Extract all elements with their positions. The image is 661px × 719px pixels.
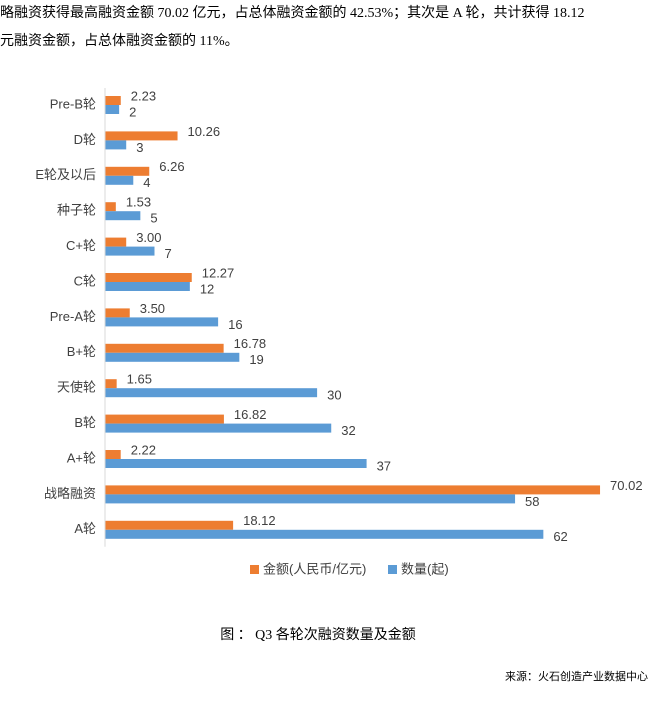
value-label: 2.22 (131, 442, 156, 457)
bar (105, 105, 120, 114)
bar (105, 459, 367, 468)
bar (105, 423, 332, 433)
bar (105, 494, 516, 504)
value-label: 16.82 (234, 407, 267, 422)
value-label: 12 (200, 281, 214, 296)
value-label: 37 (377, 458, 391, 473)
category-label: 种子轮 (57, 203, 96, 218)
value-label: 4 (143, 175, 150, 190)
chart: Pre-B轮 2.232 D轮 10.26 3 E轮及以后 6.26 4 种子轮 1.535 C+轮… (35, 88, 643, 576)
category-label: C轮 (74, 273, 96, 288)
legend-swatch (250, 565, 259, 574)
bar (105, 414, 224, 424)
bar (105, 211, 141, 221)
value-label: 3 (136, 140, 143, 155)
bar (105, 237, 127, 247)
bar (105, 246, 155, 256)
bar (105, 529, 544, 539)
bar (105, 140, 127, 150)
bar (105, 131, 178, 141)
value-label: 7 (164, 246, 171, 261)
category-label: B轮 (74, 415, 96, 430)
bar (105, 96, 121, 105)
bar (105, 317, 219, 327)
value-label: 6.26 (159, 159, 184, 174)
category-label: D轮 (74, 132, 96, 147)
bar (105, 308, 130, 318)
value-label: 19 (249, 352, 263, 367)
legend-label: 数量(起) (401, 561, 449, 576)
value-label: 32 (341, 423, 355, 438)
category-label: B+轮 (67, 344, 96, 359)
bar (105, 202, 116, 212)
category-label: 天使轮 (57, 380, 96, 395)
bar (105, 273, 192, 282)
value-label: 1.53 (126, 195, 151, 210)
value-label: 1.65 (127, 372, 152, 387)
category-label: A+轮 (67, 450, 96, 465)
value-label: 2.23 (131, 88, 156, 103)
bar (105, 388, 318, 398)
value-label: 30 (327, 388, 341, 403)
bar (105, 379, 117, 389)
category-label: 战略融资 (44, 486, 96, 501)
bar (105, 166, 150, 176)
category-label: E轮及以后 (35, 167, 96, 182)
category-label: Pre-B轮 (50, 96, 96, 111)
intro-line: 元融资金额，占总体融资金额的 11%。 (0, 33, 239, 49)
value-label: 70.02 (610, 478, 643, 493)
category-label: C+轮 (66, 238, 96, 253)
value-label: 62 (553, 529, 567, 544)
value-label: 16 (228, 317, 242, 332)
caption: 图 ： Q3 各轮次融资数量及金额 (220, 627, 416, 643)
bar (105, 520, 234, 530)
bar (105, 175, 134, 185)
value-label: 18.12 (243, 513, 276, 528)
category-label: A轮 (74, 521, 96, 536)
value-label: 58 (525, 494, 539, 509)
value-label: 10.26 (188, 124, 221, 139)
bar (105, 352, 240, 362)
intro-line: 略融资获得最高融资金额 70.02 亿元，占总体融资金额的 42.53%；其次是… (0, 4, 585, 21)
legend-swatch (388, 565, 397, 574)
legend-label: 金额(人民币/亿元) (263, 561, 366, 576)
value-label: 12.27 (202, 265, 235, 280)
value-label: 3.00 (136, 230, 161, 245)
value-label: 16.78 (234, 336, 267, 351)
bar (105, 485, 601, 495)
bar (105, 450, 121, 459)
value-label: 2 (129, 104, 136, 119)
bar (105, 343, 224, 353)
value-label: 5 (150, 211, 157, 226)
bar (105, 282, 190, 291)
category-label: Pre-A轮 (50, 309, 96, 324)
value-label: 3.50 (140, 301, 165, 316)
source: 来源：火石创造产业数据中心 (505, 669, 648, 683)
